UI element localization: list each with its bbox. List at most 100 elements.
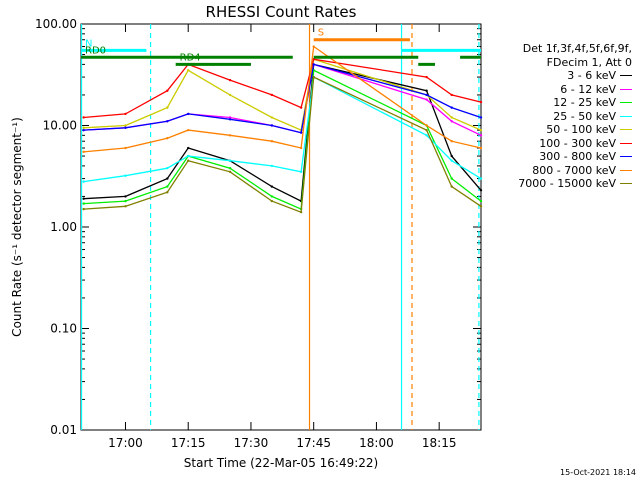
data-point (312, 75, 315, 79)
data-point (450, 154, 453, 158)
legend-item: 6 - 12 keV (518, 83, 632, 97)
chart-title: RHESSI Count Rates (206, 3, 357, 21)
data-point (270, 164, 274, 168)
data-point (228, 118, 232, 121)
data-point (450, 185, 453, 188)
data-point (312, 63, 315, 66)
data-point (228, 116, 232, 119)
data-point (299, 170, 303, 173)
legend-item: 3 - 6 keV (518, 69, 632, 83)
data-point (479, 199, 483, 203)
legend-swatch (620, 75, 632, 77)
legend-label: 25 - 50 keV (553, 109, 616, 123)
data-point (187, 69, 190, 72)
data-point (124, 112, 127, 116)
legend-swatch (620, 102, 632, 104)
legend-label: 6 - 12 keV (560, 82, 616, 96)
data-point (228, 170, 232, 173)
data-point (479, 100, 483, 104)
data-point (479, 146, 483, 150)
data-point (270, 199, 274, 203)
flag-label: RD0 (85, 45, 106, 56)
generation-timestamp: 15-Oct-2021 18:14 (560, 468, 636, 477)
data-point (124, 124, 127, 127)
plot-frame (80, 23, 482, 431)
data-point (450, 177, 453, 180)
data-point (299, 210, 303, 214)
data-point (187, 159, 190, 162)
legend-swatch (620, 183, 632, 185)
y-tick-label: 0.10 (50, 322, 77, 336)
chart-legend: Det 1f,3f,4f,5f,6f,9f, FDecim 1, Att 0 3… (518, 42, 632, 191)
data-point (166, 89, 169, 92)
data-point (228, 166, 232, 170)
data-point (166, 120, 169, 123)
data-point (228, 93, 232, 97)
data-point (187, 128, 190, 132)
data-point (187, 146, 190, 150)
data-point (187, 154, 190, 158)
data-point (312, 45, 315, 48)
data-point (270, 116, 274, 119)
data-point (270, 195, 274, 198)
data-point (124, 199, 127, 203)
data-point (270, 93, 274, 97)
data-point (82, 202, 85, 205)
x-tick-label: 18:15 (422, 436, 457, 450)
data-point (166, 191, 169, 194)
data-point (82, 128, 85, 132)
legend-swatch (620, 129, 632, 131)
series-line (83, 58, 482, 132)
legend-swatch (620, 142, 632, 144)
legend-header-2: FDecim 1, Att 0 (546, 55, 632, 69)
data-point (479, 189, 483, 192)
y-tick-label: 100.00 (35, 17, 77, 31)
data-point (166, 166, 169, 170)
data-point (425, 98, 428, 101)
data-point (270, 124, 274, 127)
data-point (82, 116, 85, 119)
data-point (187, 112, 190, 116)
legend-label: 12 - 25 keV (553, 96, 616, 109)
legend-label: 300 - 800 keV (539, 150, 616, 163)
data-point (228, 134, 232, 137)
data-point (425, 124, 428, 127)
x-tick-label: 17:30 (234, 436, 269, 450)
data-point (82, 150, 85, 154)
legend-item: 50 - 100 keV (518, 123, 632, 137)
data-point (479, 116, 483, 119)
legend-label: 7000 - 15000 keV (518, 177, 616, 190)
legend-swatch (620, 115, 632, 117)
data-point (124, 146, 127, 150)
data-point (82, 197, 85, 200)
y-tick-label: 1.00 (50, 220, 77, 234)
legend-swatch (620, 88, 632, 90)
data-point (450, 120, 453, 123)
series-line (83, 58, 482, 119)
legend-label: 3 - 6 keV (567, 69, 616, 82)
data-point (166, 106, 169, 109)
data-point (299, 131, 303, 134)
data-point (228, 159, 232, 162)
data-point (299, 106, 303, 109)
legend-label: 50 - 100 keV (546, 123, 616, 136)
data-point (479, 205, 483, 208)
flag-label: S (318, 28, 324, 39)
data-point (450, 140, 453, 143)
legend-swatch (620, 169, 632, 171)
data-point (425, 75, 428, 79)
data-point (479, 128, 483, 132)
legend-label: 100 - 300 keV (539, 136, 616, 150)
data-point (270, 185, 274, 188)
y-tick-label: 0.01 (50, 423, 77, 437)
x-axis-label: Start Time (22-Mar-05 16:49:22) (184, 456, 378, 470)
data-point (270, 140, 274, 143)
x-tick-label: 17:00 (108, 436, 143, 450)
legend-header-1: Det 1f,3f,4f,5f,6f,9f, (522, 42, 632, 55)
data-point (425, 89, 428, 92)
data-point (479, 177, 483, 180)
data-point (425, 134, 428, 137)
y-tick-label: 10.00 (43, 119, 77, 133)
data-point (82, 126, 85, 129)
data-point (124, 205, 127, 208)
